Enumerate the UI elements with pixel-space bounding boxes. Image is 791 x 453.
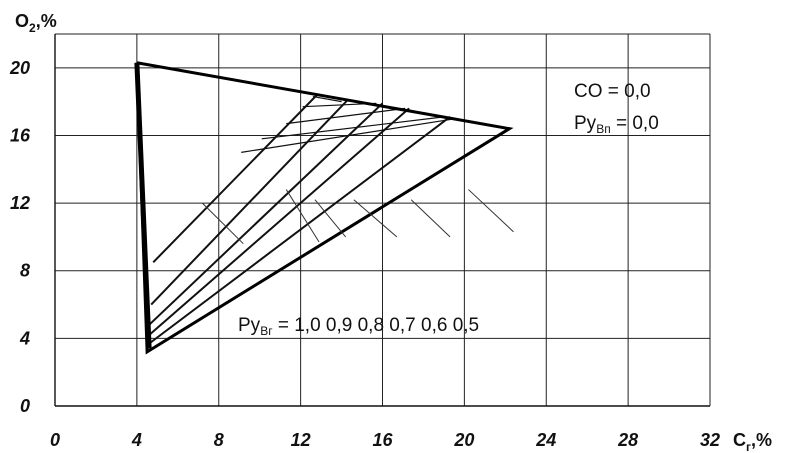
x-axis-title: Cг,% xyxy=(733,430,772,453)
x-tick-label-8: 8 xyxy=(214,430,224,450)
axes xyxy=(54,34,710,407)
tick-labels: 0 4 8 12 16 20 24 28 32 0 4 8 12 16 20 xyxy=(9,58,720,450)
hatch-line-3 xyxy=(261,116,444,140)
y-tick-label-4: 4 xyxy=(19,328,30,348)
series-line-0-8 xyxy=(148,102,384,326)
co-annotation: CO = 0,0 xyxy=(574,81,651,102)
leader-line-4 xyxy=(410,199,451,238)
series-line-0-6 xyxy=(146,116,451,346)
grid xyxy=(55,33,711,406)
series-line-1-0 xyxy=(152,94,318,263)
y-axis-title: O2,% xyxy=(15,11,57,35)
leader-line-5 xyxy=(468,189,514,233)
x-tick-label-0: 0 xyxy=(50,430,60,450)
x-tick-label-4: 4 xyxy=(131,430,142,450)
y-tick-label-8: 8 xyxy=(20,261,30,281)
annotations: O2,% Cг,% CO = 0,0 РуВп = 0,0 РуВг = 1,0… xyxy=(15,11,772,453)
ryvg-annotation: РуВг = 1,0 0,9 0,8 0,7 0,6 0,5 xyxy=(238,315,479,338)
y-tick-label-0: 0 xyxy=(20,396,30,416)
x-tick-label-12: 12 xyxy=(291,430,311,450)
x-tick-label-20: 20 xyxy=(453,430,474,450)
ryvp-annotation: РуВп = 0,0 xyxy=(574,113,659,136)
leader-line-0 xyxy=(202,202,244,245)
series-line-0-7 xyxy=(148,107,410,336)
y-tick-label-16: 16 xyxy=(10,125,31,145)
leader-line-3 xyxy=(353,199,398,238)
data-lines xyxy=(134,61,514,355)
hatch-line-0 xyxy=(312,95,342,103)
x-tick-label-28: 28 xyxy=(617,430,638,450)
left-edge-line xyxy=(134,62,152,349)
hatch-line-2 xyxy=(286,107,406,125)
leader-line-2 xyxy=(314,199,347,238)
y-tick-label-12: 12 xyxy=(10,193,30,213)
x-tick-label-16: 16 xyxy=(372,430,393,450)
x-tick-label-32: 32 xyxy=(700,430,720,450)
leader-line-1 xyxy=(285,189,320,243)
series-line-0-9 xyxy=(150,99,349,306)
y-tick-label-20: 20 xyxy=(9,58,30,78)
x-tick-label-24: 24 xyxy=(535,430,556,450)
